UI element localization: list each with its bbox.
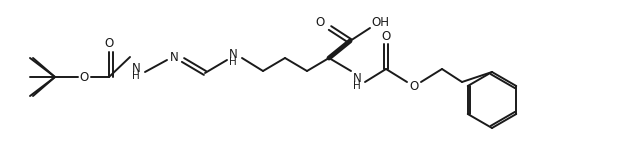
Text: N: N bbox=[353, 71, 362, 85]
Text: O: O bbox=[410, 79, 418, 93]
Text: N: N bbox=[229, 47, 238, 61]
Text: H: H bbox=[229, 57, 237, 67]
Text: N: N bbox=[169, 51, 178, 63]
Text: O: O bbox=[104, 36, 114, 49]
Text: N: N bbox=[131, 61, 140, 75]
Text: H: H bbox=[353, 81, 361, 91]
Text: O: O bbox=[381, 30, 391, 43]
Text: OH: OH bbox=[371, 16, 389, 28]
Text: O: O bbox=[315, 16, 325, 28]
Text: O: O bbox=[80, 71, 88, 83]
Text: H: H bbox=[132, 71, 140, 81]
